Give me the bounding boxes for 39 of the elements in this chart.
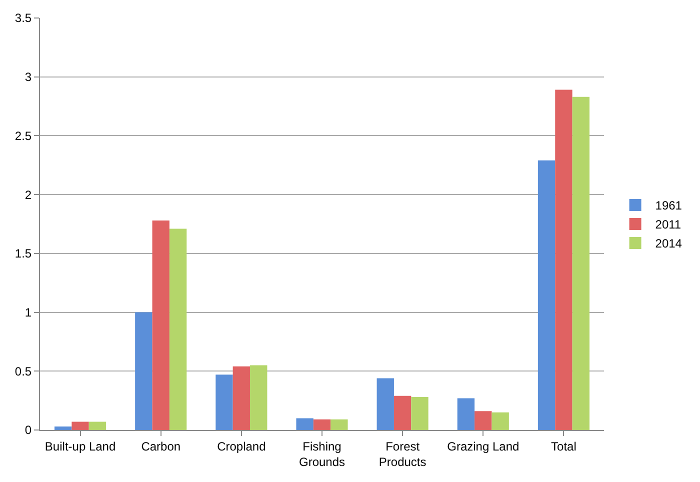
bar bbox=[169, 228, 187, 430]
y-tick-label: 3.5 bbox=[14, 11, 32, 26]
bar bbox=[135, 312, 152, 430]
bar bbox=[572, 96, 590, 430]
bar bbox=[216, 374, 233, 430]
bar bbox=[296, 418, 314, 430]
x-tick-label: Forest Products bbox=[378, 439, 426, 469]
bar bbox=[538, 160, 556, 430]
bar bbox=[152, 220, 170, 430]
legend-label: 2011 bbox=[655, 218, 682, 232]
x-tick-label: Carbon bbox=[141, 439, 181, 454]
bar bbox=[232, 366, 250, 430]
bar bbox=[457, 398, 475, 430]
y-tick-label: 0 bbox=[24, 423, 32, 438]
x-tick-label: Fishing Grounds bbox=[298, 439, 346, 469]
bar bbox=[555, 90, 572, 430]
y-tick-label: 1.5 bbox=[14, 246, 32, 261]
y-tick-label: 2.5 bbox=[14, 128, 32, 143]
bar bbox=[330, 419, 348, 430]
y-tick-label: 0.5 bbox=[14, 364, 32, 378]
bar bbox=[376, 378, 394, 430]
y-tick-label: 2 bbox=[24, 188, 32, 202]
bar bbox=[54, 426, 72, 430]
bar bbox=[394, 396, 412, 430]
x-tick-label: Grazing Land bbox=[447, 439, 520, 454]
y-tick-label: 1 bbox=[24, 305, 32, 320]
bar bbox=[313, 419, 331, 430]
bar bbox=[88, 422, 106, 430]
x-tick-label: Built-up Land bbox=[44, 439, 116, 454]
bar bbox=[474, 411, 492, 430]
bar bbox=[492, 412, 509, 430]
bar bbox=[250, 365, 268, 430]
legend-label: 2014 bbox=[655, 236, 682, 251]
bar bbox=[72, 422, 89, 430]
legend-label: 1961 bbox=[655, 198, 682, 213]
y-tick-label: 3 bbox=[24, 70, 32, 84]
x-tick-label: Total bbox=[551, 439, 576, 454]
x-tick-label: Cropland bbox=[217, 439, 266, 454]
bar bbox=[411, 397, 428, 430]
